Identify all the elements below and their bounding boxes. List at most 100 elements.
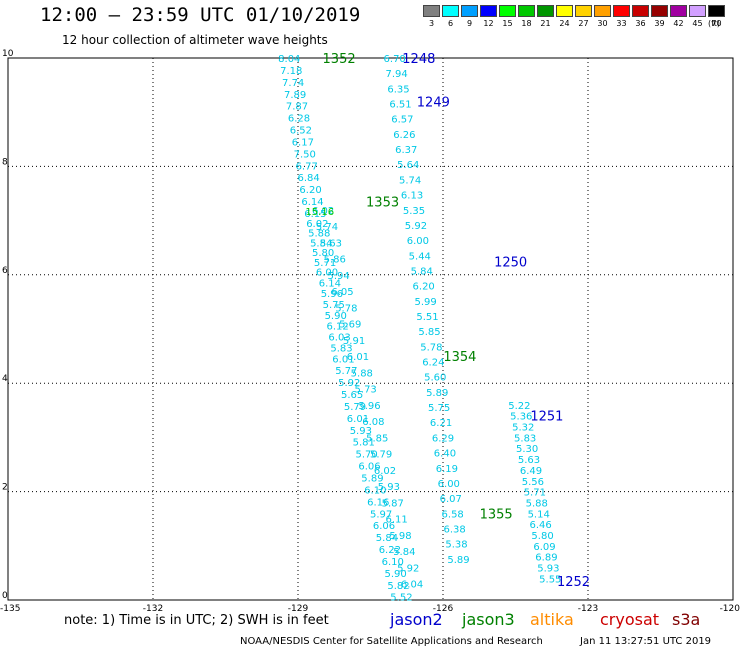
legend-label: 12 [483,19,494,28]
x-tick-label: -120 [720,604,740,614]
wave-height-value: 6.35 [387,84,409,95]
wave-height-value: 6.70 [384,54,406,65]
legend-label: 70 [711,19,722,28]
wave-height-value: 7.50 [294,149,316,160]
wave-height-value: 5.88 [351,368,373,379]
legend-label: 33 [616,19,627,28]
wave-height-value: 5.90 [325,311,347,322]
wave-height-value: 6.37 [395,145,417,156]
wave-height-value: 6.15 [304,209,326,220]
satellite-label-altika: altika [530,610,574,629]
wave-height-value: 5.74 [399,175,421,186]
wave-height-value: 6.24 [422,358,444,369]
y-tick-label: 6 [2,266,8,276]
wave-height-value: 5.69 [339,320,361,331]
legend-color-box [575,5,592,17]
wave-height-value: 6.13 [401,191,423,202]
wave-height-value: 5.89 [426,388,448,399]
color-legend: 3 6 9 12 15 18 21 24 27 30 33 36 39 42 45 70 [422,5,726,28]
wave-height-value: 6.20 [299,185,321,196]
legend-color-box [689,5,706,17]
pass-number-label: 1250 [494,255,527,270]
wave-height-value: 6.57 [391,115,413,126]
legend-swatch: 3 [422,5,441,28]
legend-color-box [480,5,497,17]
satellite-label-s3a: s3a [672,610,701,629]
wave-height-value: 6.01 [332,354,354,365]
wave-height-value: 6.11 [385,515,407,526]
wave-height-value: 5.84 [411,266,433,277]
wave-height-value: 5.75 [428,403,450,414]
wave-height-value: 7.89 [284,90,306,101]
wave-height-value: 6.07 [440,494,462,505]
y-tick-label: 8 [2,157,8,167]
pass-number-label: 1354 [443,350,476,365]
wave-height-value: 5.35 [403,206,425,217]
wave-height-value: 5.75 [323,300,345,311]
wave-height-value: 5.99 [414,297,436,308]
wave-height-value: 6.02 [374,466,396,477]
wave-height-value: 5.78 [335,303,357,314]
wave-height-value: 6.22 [379,545,401,556]
wave-height-value: 5.98 [389,531,411,542]
wave-height-value: 5.92 [338,378,360,389]
wave-height-value: 6.00 [438,479,460,490]
pass-number-label: 1352 [323,52,356,67]
x-tick-label: -132 [143,604,163,614]
wave-height-value: 5.92 [397,563,419,574]
wave-height-value: 6.89 [535,553,557,564]
wave-height-value: 6.20 [413,282,435,293]
wave-height-value: 6.16 [367,497,389,508]
wave-height-value: 5.88 [526,498,548,509]
wave-height-value: 5.97 [370,509,392,520]
y-tick-label: 2 [2,483,8,493]
wave-height-value: 5.77 [335,366,357,377]
wave-height-value: 6.01 [347,352,369,363]
wave-height-value: 5.90 [385,569,407,580]
wave-height-value: 5.85 [418,327,440,338]
legend-color-box [651,5,668,17]
wave-height-value: 7.87 [286,102,308,113]
wave-height-value: 5.94 [327,271,349,282]
wave-height-value: 5.79 [344,402,366,413]
x-tick-label: -126 [433,604,454,614]
wave-height-value: 5.84 [376,533,398,544]
plot-border [7,57,734,601]
wave-height-value: 6.38 [443,524,465,535]
wave-height-value: 5.56 [522,477,544,488]
legend-label: 36 [635,19,646,28]
page-title: 12:00 – 23:59 UTC 01/10/2019 [40,4,361,26]
wave-height-value: 5.14 [528,509,550,520]
wave-height-value: 6.14 [301,197,323,208]
y-tick-label: 0 [2,591,8,601]
wave-height-value: 6.02 [306,219,328,230]
y-tick-label: 10 [2,49,14,59]
wave-height-value: 5.32 [512,423,534,434]
legend-color-box [556,5,573,17]
wave-height-value: 6.00 [407,236,429,247]
legend-swatch: 30 [593,5,612,28]
satellite-label-jason3: jason3 [462,610,515,629]
wave-height-value-high: 15.16 [305,207,334,218]
wave-height-value: 6.49 [520,466,542,477]
wave-height-value: 5.78 [420,342,442,353]
wave-height-value: 6.09 [533,542,555,553]
legend-label: 3 [428,19,435,28]
legend-color-box [423,5,440,17]
wave-height-value: 8.04 [278,54,300,65]
wave-height-value: 6.06 [358,462,380,473]
legend-label: 27 [578,19,589,28]
wave-height-value: 6.10 [364,485,386,496]
wave-height-value: 5.30 [516,444,538,455]
wave-height-value: 5.85 [366,433,388,444]
wave-height-value: 6.04 [401,580,423,591]
legend-label: 39 [654,19,665,28]
legend-swatch: 15 [498,5,517,28]
wave-height-value: 5.84 [310,238,332,249]
satellite-label-jason2: jason2 [390,610,443,629]
legend-swatch: 12 [479,5,498,28]
legend-label: 42 [673,19,684,28]
wave-height-value: 5.70 [356,450,378,461]
wave-height-value: 6.00 [316,268,338,279]
wave-height-value: 5.71 [524,488,546,499]
